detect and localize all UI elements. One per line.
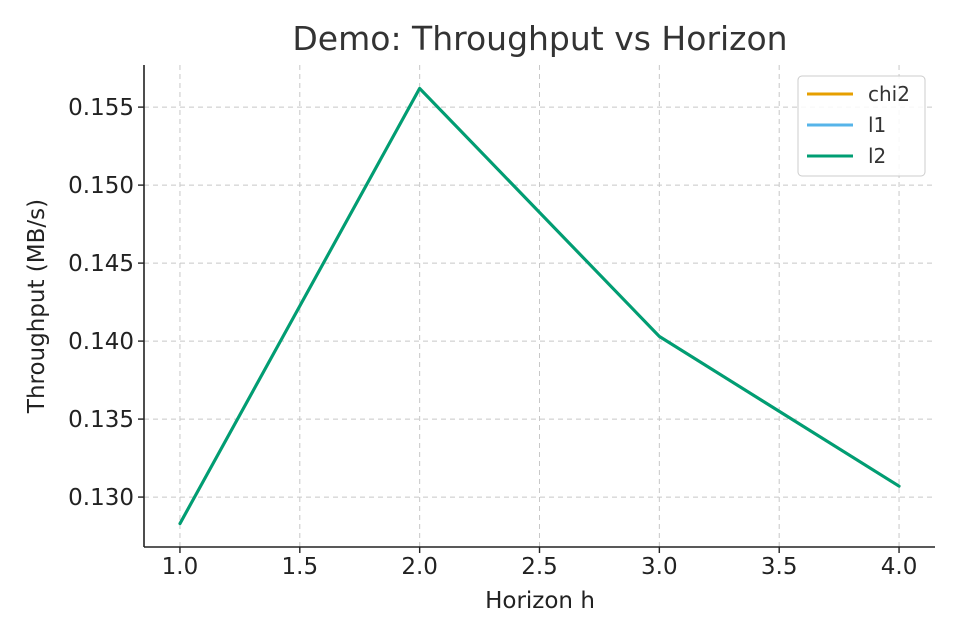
legend-label-chi2: chi2: [868, 82, 910, 106]
y-tick-label: 0.135: [68, 407, 134, 433]
legend-label-l1: l1: [868, 113, 886, 137]
x-tick-label: 3.0: [641, 554, 678, 580]
series-line-l2: [178, 86, 901, 526]
x-tick-label: 2.5: [521, 554, 558, 580]
legend-label-l2: l2: [868, 144, 886, 168]
x-tick-label: 2.0: [401, 554, 438, 580]
x-tick-label: 1.5: [282, 554, 319, 580]
x-tick-label: 1.0: [162, 554, 199, 580]
y-tick-label: 0.130: [68, 485, 134, 511]
legend-box: [797, 75, 926, 177]
chart-title: Demo: Throughput vs Horizon: [292, 19, 787, 58]
series-line-chi2: [178, 86, 901, 526]
legend: chi2 l1 l2: [797, 75, 926, 177]
plot-area: [178, 86, 901, 526]
y-axis-label: Throughput (MB/s): [24, 199, 50, 414]
y-tick-label: 0.145: [68, 251, 134, 277]
y-tick-label: 0.155: [68, 95, 134, 121]
x-tick-label: 3.5: [761, 554, 798, 580]
series-line-l1: [178, 86, 901, 526]
x-tick-label: 4.0: [881, 554, 918, 580]
y-tick-label: 0.150: [68, 173, 134, 199]
y-tick-label: 0.140: [68, 329, 134, 355]
x-axis-label: Horizon h: [485, 588, 595, 614]
ticks: 1.0 1.5 2.0 2.5 3.0 3.5 4.0 0.130 0.135 0.140 0.14…: [68, 95, 917, 580]
